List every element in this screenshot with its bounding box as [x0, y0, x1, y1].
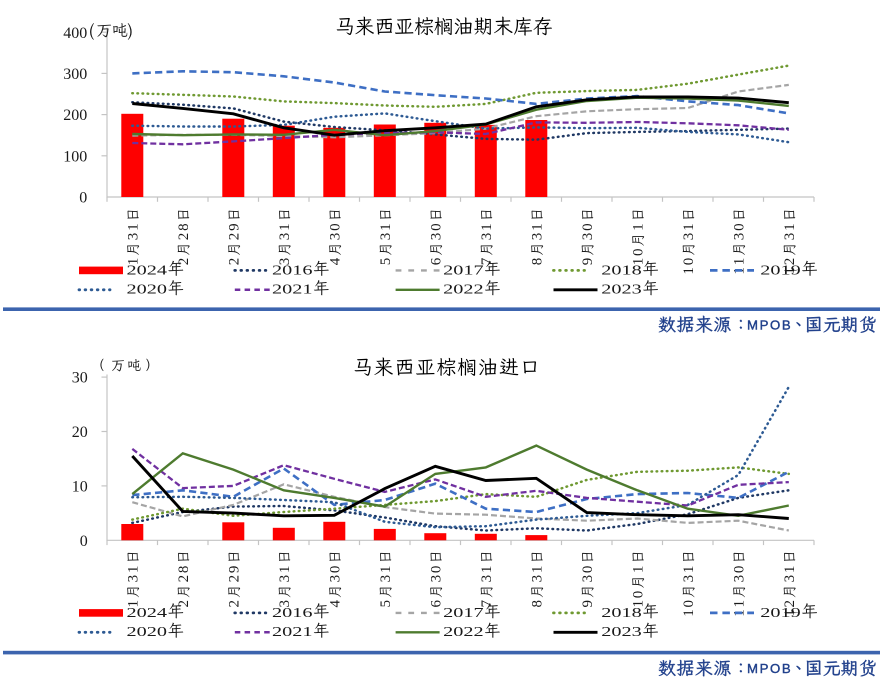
svg-text:6: 6 — [429, 256, 445, 265]
svg-text:31: 31 — [378, 222, 394, 241]
svg-text:7: 7 — [479, 598, 495, 607]
svg-text:7: 7 — [479, 256, 495, 265]
svg-text:2021: 2021 — [272, 283, 313, 298]
svg-text:0: 0 — [80, 533, 88, 550]
svg-text:28: 28 — [176, 564, 192, 583]
svg-text:30: 30 — [72, 370, 88, 387]
svg-text:2018: 2018 — [601, 263, 642, 278]
svg-text:30: 30 — [580, 222, 596, 241]
svg-text:8: 8 — [530, 256, 546, 265]
svg-text:400: 400 — [63, 25, 87, 42]
svg-text:30: 30 — [732, 222, 748, 241]
svg-text:31: 31 — [126, 222, 142, 241]
svg-text:MPOB: MPOB — [747, 318, 792, 333]
svg-text:9: 9 — [580, 598, 596, 607]
svg-text:10: 10 — [681, 256, 697, 275]
svg-text:2022: 2022 — [443, 625, 484, 640]
svg-text:31: 31 — [277, 564, 293, 583]
svg-text:31: 31 — [479, 222, 495, 241]
svg-text:5: 5 — [378, 598, 394, 607]
svg-text:2: 2 — [227, 256, 243, 265]
svg-text:31: 31 — [782, 564, 798, 583]
svg-text:2017: 2017 — [443, 263, 484, 278]
svg-text:30: 30 — [580, 564, 596, 583]
svg-text:30: 30 — [429, 222, 445, 241]
svg-text:31: 31 — [681, 564, 697, 583]
svg-text:31: 31 — [530, 222, 546, 241]
svg-text:1: 1 — [126, 256, 142, 265]
svg-text:2019: 2019 — [760, 606, 801, 621]
svg-text:4: 4 — [328, 256, 344, 265]
svg-text:28: 28 — [176, 222, 192, 241]
svg-text:10: 10 — [631, 247, 647, 266]
svg-text:11: 11 — [732, 256, 748, 275]
svg-text:2: 2 — [176, 598, 192, 607]
svg-text:2022: 2022 — [443, 283, 484, 298]
svg-text:2: 2 — [176, 256, 192, 265]
svg-text:200: 200 — [63, 107, 87, 124]
svg-text:2023: 2023 — [601, 283, 642, 298]
svg-text:29: 29 — [227, 564, 243, 583]
svg-text:300: 300 — [63, 66, 87, 83]
svg-text:3: 3 — [277, 598, 293, 607]
svg-text:9: 9 — [580, 256, 596, 265]
svg-text:20: 20 — [72, 424, 88, 441]
svg-text:2: 2 — [227, 598, 243, 607]
svg-text:2018: 2018 — [601, 606, 642, 621]
svg-text:30: 30 — [429, 564, 445, 583]
svg-text:0: 0 — [79, 190, 87, 207]
svg-text:2020: 2020 — [127, 625, 168, 640]
svg-text:2021: 2021 — [272, 625, 313, 640]
svg-text:31: 31 — [782, 222, 798, 241]
svg-text:1: 1 — [126, 598, 142, 607]
svg-text:8: 8 — [530, 598, 546, 607]
svg-text:6: 6 — [429, 598, 445, 607]
svg-text:2017: 2017 — [443, 606, 484, 621]
svg-text:29: 29 — [227, 222, 243, 241]
svg-text:2016: 2016 — [272, 606, 313, 621]
svg-text:12: 12 — [782, 256, 798, 275]
svg-text:2016: 2016 — [272, 263, 313, 278]
svg-text:31: 31 — [681, 222, 697, 241]
svg-text:10: 10 — [681, 598, 697, 617]
svg-text:2024: 2024 — [127, 606, 168, 621]
svg-text:31: 31 — [126, 564, 142, 583]
svg-text:10: 10 — [631, 589, 647, 608]
svg-text:2023: 2023 — [601, 625, 642, 640]
svg-text:30: 30 — [328, 564, 344, 583]
svg-text:4: 4 — [328, 598, 344, 607]
svg-text:MPOB: MPOB — [747, 661, 792, 676]
svg-text:30: 30 — [328, 222, 344, 241]
svg-text:31: 31 — [479, 564, 495, 583]
svg-text:2019: 2019 — [760, 263, 801, 278]
svg-text:10: 10 — [72, 478, 88, 495]
svg-text:3: 3 — [277, 256, 293, 265]
svg-text:1: 1 — [631, 564, 647, 573]
svg-text:30: 30 — [732, 564, 748, 583]
svg-text:31: 31 — [378, 564, 394, 583]
svg-text:100: 100 — [63, 148, 87, 165]
svg-text:2024: 2024 — [127, 263, 168, 278]
svg-text:1: 1 — [631, 222, 647, 231]
svg-text:5: 5 — [378, 256, 394, 265]
svg-text:2020: 2020 — [127, 283, 168, 298]
svg-text:31: 31 — [530, 564, 546, 583]
svg-text:12: 12 — [782, 598, 798, 617]
svg-text:31: 31 — [277, 222, 293, 241]
